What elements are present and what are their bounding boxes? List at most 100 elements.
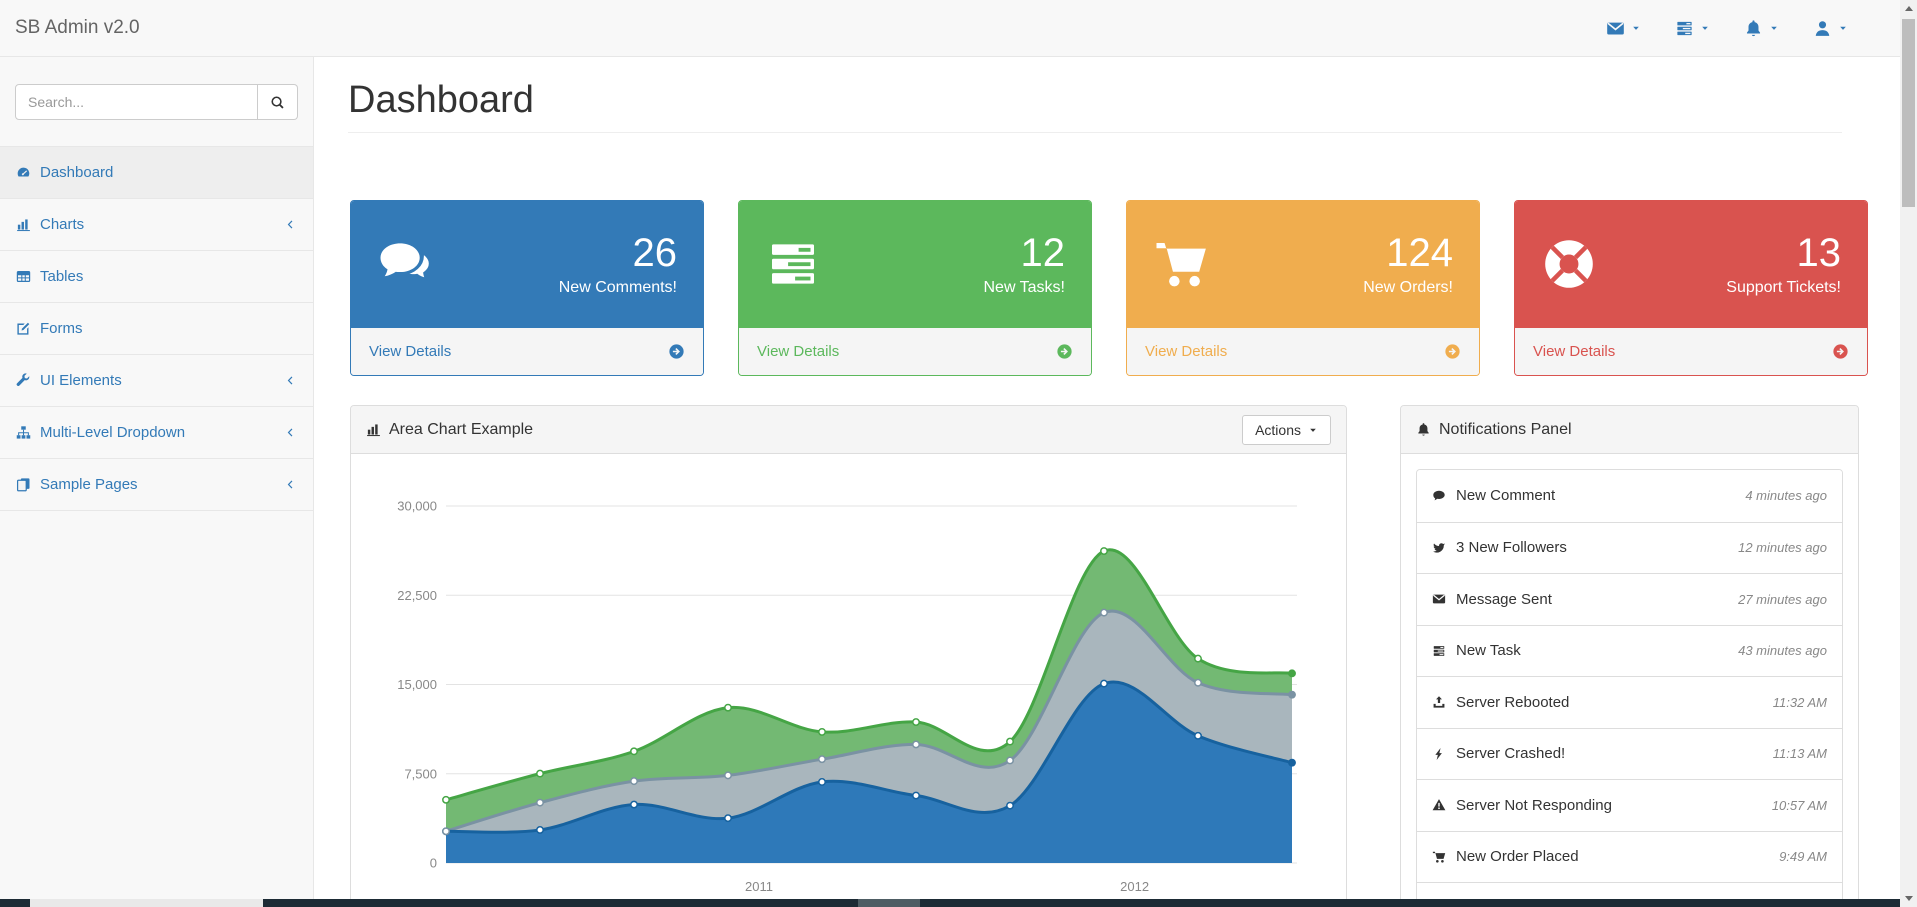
notification-item-server-rebooted[interactable]: Server Rebooted 11:32 AM [1417,676,1842,728]
cart-icon [1153,236,1209,292]
messages-dropdown[interactable] [1589,19,1658,38]
svg-text:15,000: 15,000 [397,677,437,692]
area-chart: 0 7,500 15,000 22,500 30,000 2011 2012 [351,454,1346,907]
chevron-left-icon [284,426,297,439]
chevron-left-icon [284,478,297,491]
caret-down-icon [1838,23,1848,33]
view-details-label: View Details [757,343,840,360]
tasks-dropdown[interactable] [1658,19,1727,38]
bolt-icon [1432,747,1446,761]
svg-text:2012: 2012 [1120,879,1149,894]
sidebar-nav: Dashboard Charts Tables Forms UI Elements Mul… [0,146,313,511]
wrench-icon [16,373,31,388]
notification-item-new-comment[interactable]: New Comment 4 minutes ago [1417,470,1842,522]
svg-text:0: 0 [430,856,437,871]
sidebar-item-dashboard[interactable]: Dashboard [0,147,313,199]
horizontal-scrollbar-thumb[interactable] [858,899,920,907]
stat-card-new-orders: 124 New Orders! View Details [1126,200,1480,376]
view-details-link[interactable]: View Details [1127,327,1479,375]
notification-item-new-order-placed[interactable]: New Order Placed 9:49 AM [1417,830,1842,882]
area-chart-panel-heading: Area Chart Example Actions [351,406,1346,454]
notifications-panel-heading: Notifications Panel [1401,406,1858,454]
view-details-label: View Details [1145,343,1228,360]
actions-dropdown-button[interactable]: Actions [1242,414,1331,445]
bell-icon [1416,422,1431,437]
notification-item-server-not-responding[interactable]: Server Not Responding 10:57 AM [1417,779,1842,831]
sidebar-item-label: Dashboard [40,164,114,181]
notification-time: 12 minutes ago [1738,540,1827,556]
search-button[interactable] [258,84,298,120]
notifications-panel: Notifications Panel New Comment 4 minutes… [1400,405,1859,907]
bell-icon [1744,19,1763,38]
notification-time: 4 minutes ago [1745,488,1827,504]
stat-card-new-comments: 26 New Comments! View Details [350,200,704,376]
view-details-link[interactable]: View Details [1515,327,1867,375]
notification-label: 3 New Followers [1456,539,1567,557]
chevron-left-icon [284,374,297,387]
alerts-dropdown[interactable] [1727,19,1796,38]
notification-time: 9:49 AM [1779,849,1827,865]
notification-time: 11:32 AM [1772,694,1827,710]
stat-card-value: 13 [1796,230,1842,275]
svg-text:2011: 2011 [745,879,773,894]
caret-down-icon [1308,425,1318,435]
view-details-link[interactable]: View Details [351,327,703,375]
sidebar-item-multi-level-dropdown[interactable]: Multi-Level Dropdown [0,407,313,459]
user-dropdown[interactable] [1796,19,1865,38]
stat-card-top: 12 New Tasks! [739,201,1091,327]
notification-item-3-new-followers[interactable]: 3 New Followers 12 minutes ago [1417,521,1842,573]
stat-card-figures: 13 Support Tickets! [1726,232,1841,297]
stat-card-figures: 124 New Orders! [1363,232,1453,297]
notification-item-message-sent[interactable]: Message Sent 27 minutes ago [1417,573,1842,625]
stat-card-label: New Orders! [1363,278,1453,296]
files-icon [16,477,31,492]
sidebar-item-tables[interactable]: Tables [0,251,313,303]
sidebar-item-label: Sample Pages [40,476,138,493]
sidebar-item-ui-elements[interactable]: UI Elements [0,355,313,407]
sidebar-item-sample-pages[interactable]: Sample Pages [0,459,313,511]
vertical-scrollbar[interactable] [1900,0,1917,907]
caret-down-icon [1769,23,1779,33]
sidebar-item-forms[interactable]: Forms [0,303,313,355]
view-details-link[interactable]: View Details [739,327,1091,375]
stat-card-value: 124 [1386,230,1453,275]
stat-card-label: New Comments! [558,278,677,296]
dashboard-icon [16,165,31,180]
cart-icon [1432,850,1446,864]
area-chart-svg: 0 7,500 15,000 22,500 30,000 2011 2012 [397,499,1297,894]
view-details-label: View Details [369,343,452,360]
notification-item-server-crashed[interactable]: Server Crashed! 11:13 AM [1417,727,1842,779]
upload-icon [1432,695,1446,709]
tasks-icon [765,236,821,292]
sidebar-item-charts[interactable]: Charts [0,199,313,251]
life-ring-icon [1541,236,1597,292]
notification-label: Server Rebooted [1456,693,1570,711]
envelope-icon [1606,19,1625,38]
notification-label: Server Not Responding [1456,796,1612,814]
vertical-scrollbar-thumb[interactable] [1902,19,1915,207]
caret-down-icon [1631,23,1641,33]
sidebar: Dashboard Charts Tables Forms UI Elements Mul… [0,57,314,907]
notification-time: 11:13 AM [1772,746,1827,762]
user-icon [1813,19,1832,38]
search-input[interactable] [15,84,258,120]
actions-label: Actions [1255,421,1301,438]
stat-cards-row: 26 New Comments! View Details 12 New Tasks! V… [350,200,1868,376]
notifications-body: New Comment 4 minutes ago 3 New Followers 1… [1401,454,1858,907]
stat-card-top: 124 New Orders! [1127,201,1479,327]
scroll-up-button[interactable] [1900,0,1917,17]
circle-arrow-right-icon [668,343,685,360]
stat-card-top: 13 Support Tickets! [1515,201,1867,327]
notification-item-new-task[interactable]: New Task 43 minutes ago [1417,624,1842,676]
stat-card-top: 26 New Comments! [351,201,703,327]
notification-label: New Comment [1456,487,1556,505]
caret-down-icon [1700,23,1710,33]
area-chart-panel: Area Chart Example Actions 0 7,500 15,000 2… [350,405,1347,907]
sidebar-search [15,84,298,120]
notification-time: 10:57 AM [1771,797,1827,813]
edit-icon [16,321,31,336]
page-title: Dashboard [348,79,534,121]
notification-label: New Task [1456,642,1521,660]
scroll-down-button[interactable] [1900,890,1917,907]
notification-time: 43 minutes ago [1738,643,1827,659]
